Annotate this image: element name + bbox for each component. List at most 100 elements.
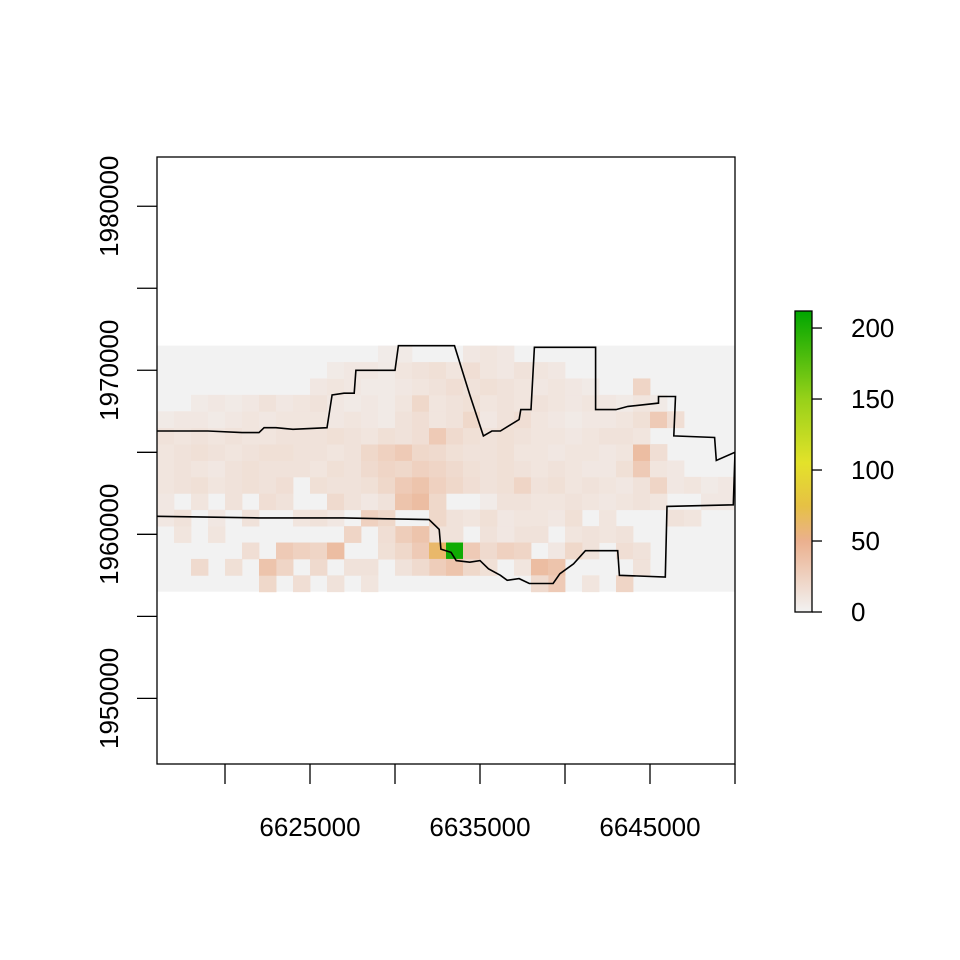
- raster-cell: [463, 558, 481, 576]
- raster-cell: [633, 460, 651, 478]
- raster-cell: [565, 444, 583, 461]
- raster-cell: [565, 542, 583, 560]
- raster-cell: [480, 444, 498, 461]
- raster-cell: [480, 460, 498, 478]
- raster-cell: [378, 427, 396, 445]
- raster-cell: [174, 460, 192, 478]
- raster-cell: [191, 444, 209, 461]
- raster-cell: [446, 427, 464, 445]
- raster-cell: [582, 444, 600, 461]
- raster-cell: [276, 493, 294, 511]
- raster-cell: [412, 411, 430, 429]
- raster-cell: [514, 558, 532, 576]
- raster-cell: [548, 411, 566, 429]
- raster-cell: [157, 493, 175, 511]
- raster-cell: [327, 493, 345, 511]
- raster-cell: [650, 460, 668, 478]
- raster-cell: [446, 411, 464, 429]
- raster-cell: [531, 394, 549, 412]
- raster-cell: [514, 493, 532, 511]
- raster-cell: [327, 427, 345, 445]
- raster-cell: [174, 509, 192, 527]
- raster-cell: [276, 542, 294, 560]
- raster-cell: [310, 460, 328, 478]
- raster-cell: [361, 558, 379, 576]
- raster-cell: [480, 362, 498, 379]
- raster-cell: [276, 394, 294, 412]
- raster-cell: [259, 558, 277, 576]
- raster-cell: [531, 460, 549, 478]
- raster-cell: [310, 558, 328, 576]
- raster-cell: [293, 460, 311, 478]
- raster-cell: [480, 558, 498, 576]
- raster-cell: [497, 345, 515, 363]
- raster-cell: [633, 394, 651, 412]
- raster-cell: [480, 394, 498, 412]
- plot-frame: [156, 156, 736, 765]
- raster-cell: [599, 394, 617, 412]
- raster-cell: [344, 558, 362, 576]
- x-axis: 6625000 6635000 6645000: [224, 764, 736, 842]
- raster-cell: [395, 526, 413, 543]
- raster-cell: [497, 460, 515, 478]
- raster-cell: [565, 460, 583, 478]
- raster-cell: [599, 526, 617, 543]
- raster-cell: [412, 362, 430, 379]
- raster-cell: [480, 411, 498, 429]
- raster-cell: [701, 476, 719, 494]
- raster-cell: [548, 509, 566, 527]
- raster-cell: [480, 427, 498, 445]
- colorbar-tick-label: 0: [851, 597, 865, 627]
- raster-cell: [293, 444, 311, 461]
- raster-cell: [327, 460, 345, 478]
- raster-cell: [395, 542, 413, 560]
- raster-cell: [157, 411, 175, 429]
- raster-cell: [565, 526, 583, 543]
- raster-cell: [174, 476, 192, 494]
- raster-cell: [378, 460, 396, 478]
- raster-cell: [582, 476, 600, 494]
- raster-cell: [208, 476, 226, 494]
- raster-cell: [616, 444, 634, 461]
- raster-cell: [514, 476, 532, 494]
- raster-cell: [667, 411, 685, 429]
- raster-cell: [667, 476, 685, 494]
- raster-cell: [582, 493, 600, 511]
- raster-cell: [276, 558, 294, 576]
- raster-cell: [412, 427, 430, 445]
- raster-cell: [548, 378, 566, 396]
- x-tick-label: 6645000: [599, 812, 700, 842]
- raster-cell: [514, 444, 532, 461]
- raster-cell: [548, 542, 566, 560]
- raster-cell: [395, 427, 413, 445]
- raster-cell: [344, 493, 362, 511]
- raster-cell: [310, 411, 328, 429]
- raster-cell: [463, 460, 481, 478]
- raster-cell: [361, 394, 379, 412]
- raster-cell: [497, 493, 515, 511]
- raster-cell: [599, 509, 617, 527]
- raster-cell: [565, 411, 583, 429]
- raster-cell: [565, 476, 583, 494]
- raster-cell: [208, 394, 226, 412]
- raster-cell: [446, 526, 464, 543]
- raster-cell: [480, 542, 498, 560]
- raster-cell: [616, 575, 634, 593]
- raster-cell: [531, 444, 549, 461]
- raster-cell: [361, 476, 379, 494]
- raster-cell: [463, 542, 481, 560]
- raster-cell: [446, 509, 464, 527]
- raster-cell: [531, 558, 549, 576]
- raster-cell: [446, 444, 464, 461]
- colorbar-tick-label: 150: [851, 384, 894, 414]
- raster-cell: [633, 427, 651, 445]
- y-tick-label: 1980000: [94, 156, 124, 257]
- raster-cell: [361, 444, 379, 461]
- raster-cell: [633, 444, 651, 461]
- raster-cell: [429, 558, 447, 576]
- raster-cell: [514, 411, 532, 429]
- raster-cell: [378, 345, 396, 363]
- raster-cell: [276, 460, 294, 478]
- raster-cell: [599, 411, 617, 429]
- raster-cell: [327, 575, 345, 593]
